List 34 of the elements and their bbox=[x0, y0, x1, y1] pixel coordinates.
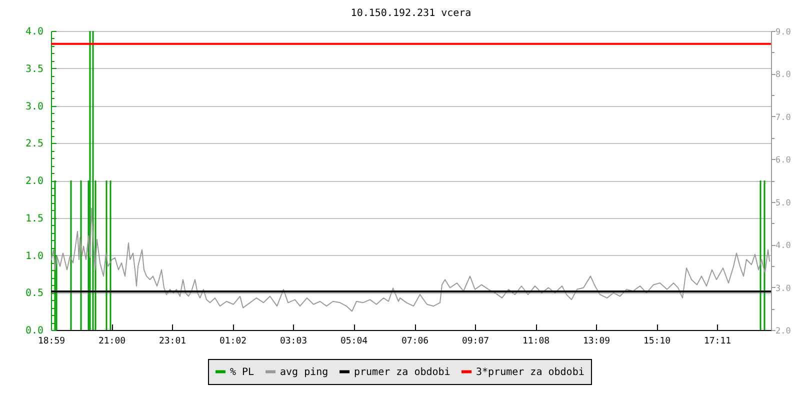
x-tick-label: 09:07 bbox=[462, 336, 490, 346]
legend-label: prumer za obdobi bbox=[354, 366, 450, 378]
y-tick-label: 2.5 bbox=[25, 138, 44, 150]
y2-tick-label: 2.0 bbox=[776, 326, 791, 336]
y-tick-label: 4.0 bbox=[25, 26, 44, 38]
y2-tick-label: 9.0 bbox=[776, 28, 791, 38]
y-tick-label: 3.5 bbox=[25, 64, 44, 75]
y2-tick-label: 3.0 bbox=[776, 284, 791, 294]
legend-label: 3*prumer za obdobi bbox=[476, 366, 584, 378]
x-tick-label: 23:01 bbox=[158, 336, 186, 346]
y2-tick-label: 4.0 bbox=[776, 241, 791, 252]
x-tick-label: 13:09 bbox=[582, 336, 610, 346]
legend-label: % PL bbox=[230, 366, 254, 378]
x-tick-label: 17:11 bbox=[704, 336, 732, 346]
legend-label: avg ping bbox=[280, 366, 328, 378]
y-tick-label: 0.0 bbox=[25, 326, 44, 336]
x-tick-label: 21:00 bbox=[98, 336, 126, 346]
y-tick-label: 1.0 bbox=[25, 250, 44, 262]
y2-tick-label: 8.0 bbox=[776, 70, 791, 80]
y-tick-label: 2.0 bbox=[25, 176, 44, 187]
x-tick-label: 15:10 bbox=[643, 336, 671, 346]
y2-tick-label: 6.0 bbox=[776, 156, 791, 166]
x-tick-label: 11:08 bbox=[522, 336, 550, 346]
x-tick-label: 05:04 bbox=[340, 336, 368, 346]
x-tick-label: 18:59 bbox=[38, 336, 66, 346]
x-tick-label: 03:03 bbox=[280, 336, 308, 346]
y2-tick-label: 5.0 bbox=[776, 198, 791, 208]
y-tick-label: 1.5 bbox=[25, 213, 44, 224]
y-tick-label: 0.5 bbox=[25, 288, 44, 300]
x-tick-label: 01:02 bbox=[219, 336, 247, 346]
chart-title: 10.150.192.231 vcera bbox=[350, 8, 472, 19]
x-tick-label: 07:06 bbox=[401, 336, 429, 346]
y-tick-label: 3.0 bbox=[25, 101, 44, 112]
y2-tick-label: 7.0 bbox=[776, 112, 791, 123]
